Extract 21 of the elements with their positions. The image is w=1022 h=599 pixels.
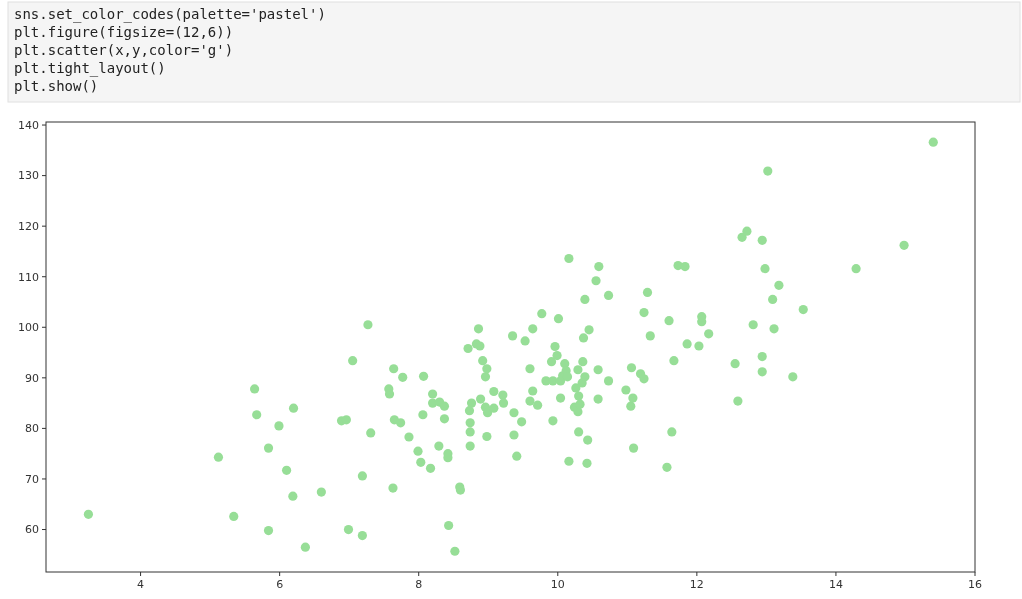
y-tick-label: 100 <box>18 321 39 335</box>
y-tick-label: 110 <box>18 270 39 284</box>
text: plt.tight_layout() <box>14 60 166 77</box>
y-tick-label: 120 <box>18 220 39 234</box>
x-tick-label: 12 <box>689 578 704 591</box>
y-tick-label: 90 <box>25 371 39 385</box>
y-tick-label: 70 <box>25 472 39 486</box>
y-tick-label: 140 <box>18 118 39 132</box>
text: plt.figure(figsize=(12,6)) <box>14 24 234 40</box>
y-tick-label: 130 <box>18 169 39 183</box>
y-tick-label: 60 <box>25 523 39 537</box>
text: plt.scatter(x,y,color='g') <box>14 42 234 58</box>
x-tick-label: 10 <box>550 578 565 591</box>
x-tick-label: 8 <box>415 578 423 591</box>
x-tick-label: 6 <box>276 578 284 591</box>
x-tick-label: 14 <box>828 578 843 591</box>
text: plt.show() <box>14 78 99 94</box>
x-tick-label: 4 <box>137 578 145 591</box>
y-tick-label: 80 <box>25 422 39 436</box>
x-tick-label: 16 <box>968 578 982 591</box>
text: sns.set_color_codes(palette='pastel') <box>14 6 326 23</box>
